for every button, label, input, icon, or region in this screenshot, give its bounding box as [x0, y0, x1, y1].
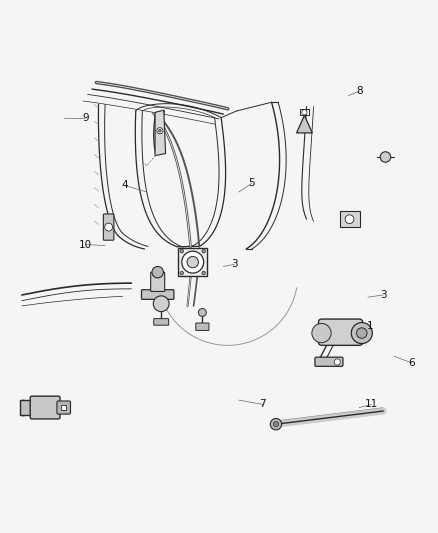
Circle shape: [202, 249, 205, 253]
Polygon shape: [297, 115, 312, 133]
FancyBboxPatch shape: [103, 214, 114, 240]
Circle shape: [334, 359, 340, 365]
Circle shape: [357, 328, 367, 338]
Circle shape: [270, 418, 282, 430]
Circle shape: [105, 223, 113, 231]
Polygon shape: [155, 110, 166, 156]
Text: 11: 11: [365, 399, 378, 409]
FancyBboxPatch shape: [315, 357, 343, 366]
FancyBboxPatch shape: [151, 272, 165, 292]
Circle shape: [202, 271, 205, 275]
Circle shape: [152, 266, 163, 278]
FancyBboxPatch shape: [196, 323, 209, 330]
Text: 3: 3: [231, 260, 238, 269]
FancyBboxPatch shape: [318, 319, 363, 345]
Circle shape: [157, 128, 163, 134]
Circle shape: [153, 296, 169, 312]
Circle shape: [380, 152, 391, 162]
Circle shape: [159, 130, 161, 132]
Text: 4: 4: [121, 181, 128, 190]
Circle shape: [180, 271, 184, 275]
Circle shape: [187, 256, 198, 268]
Text: 10: 10: [79, 240, 92, 249]
FancyBboxPatch shape: [141, 290, 174, 300]
Text: 8: 8: [356, 86, 363, 96]
Text: 5: 5: [248, 178, 255, 188]
Circle shape: [182, 251, 204, 273]
FancyBboxPatch shape: [57, 401, 71, 414]
FancyBboxPatch shape: [340, 211, 360, 227]
Circle shape: [180, 249, 184, 253]
Text: 9: 9: [82, 112, 89, 123]
Text: 3: 3: [380, 290, 387, 300]
Circle shape: [273, 422, 279, 427]
Circle shape: [351, 322, 372, 344]
FancyBboxPatch shape: [61, 405, 66, 410]
Text: 7: 7: [259, 399, 266, 409]
FancyBboxPatch shape: [30, 396, 60, 419]
Circle shape: [345, 215, 354, 223]
Circle shape: [198, 309, 206, 317]
Text: 1: 1: [367, 321, 374, 330]
Text: 6: 6: [408, 358, 415, 368]
Circle shape: [302, 110, 307, 115]
FancyBboxPatch shape: [178, 248, 207, 276]
FancyBboxPatch shape: [20, 400, 32, 415]
Circle shape: [312, 324, 331, 343]
FancyBboxPatch shape: [154, 319, 169, 325]
